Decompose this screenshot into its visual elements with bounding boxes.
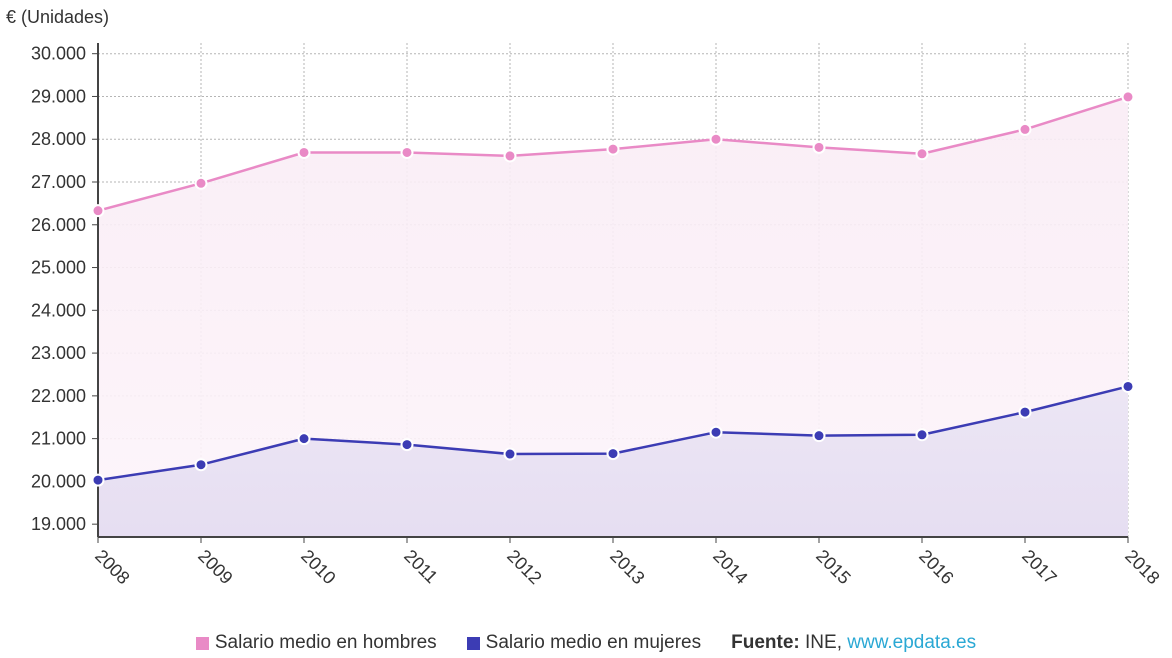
x-tick-label: 2018 — [1121, 546, 1163, 588]
y-tick-label: 29.000 — [31, 86, 86, 106]
x-tick-label: 2009 — [194, 546, 236, 588]
x-tick-label: 2011 — [400, 546, 442, 588]
series-area-0 — [98, 96, 1128, 538]
source-credit: Fuente: INE, www.epdata.es — [731, 632, 976, 654]
data-point[interactable] — [812, 429, 826, 443]
data-point[interactable] — [915, 428, 929, 442]
data-point[interactable] — [91, 204, 105, 218]
y-tick-label: 19.000 — [31, 514, 86, 534]
data-point[interactable] — [503, 149, 517, 163]
y-tick-label: 26.000 — [31, 215, 86, 235]
data-point[interactable] — [194, 176, 208, 190]
x-tick-label: 2012 — [503, 546, 545, 588]
x-tick-label: 2015 — [812, 546, 854, 588]
y-tick-label: 30.000 — [31, 44, 86, 64]
y-tick-label: 27.000 — [31, 172, 86, 192]
legend: Salario medio en hombres Salario medio e… — [0, 628, 1172, 658]
x-tick-label: 2013 — [606, 546, 648, 588]
legend-label-women: Salario medio en mujeres — [485, 632, 702, 653]
data-point[interactable] — [1018, 405, 1032, 419]
y-axis-unit-label: € (Unidades) — [6, 7, 109, 27]
x-tick-label: 2017 — [1018, 546, 1060, 588]
data-point[interactable] — [1121, 379, 1135, 393]
data-point[interactable] — [91, 473, 105, 487]
x-tick-label: 2010 — [297, 546, 339, 588]
source-label: Fuente: — [731, 632, 800, 653]
y-tick-label: 23.000 — [31, 343, 86, 363]
data-point[interactable] — [400, 145, 414, 159]
legend-swatch-women — [466, 636, 480, 650]
y-tick-label: 20.000 — [31, 471, 86, 491]
y-tick-label: 25.000 — [31, 258, 86, 278]
data-point[interactable] — [400, 438, 414, 452]
x-tick-label: 2008 — [91, 546, 133, 588]
legend-item-women[interactable]: Salario medio en mujeres — [466, 632, 702, 654]
x-tick-label: 2016 — [915, 546, 957, 588]
x-tick-label: 2014 — [709, 546, 751, 588]
legend-swatch-men — [195, 636, 209, 650]
y-tick-label: 28.000 — [31, 129, 86, 149]
chart-areas — [98, 96, 1128, 538]
data-point[interactable] — [297, 432, 311, 446]
data-point[interactable] — [297, 145, 311, 159]
data-point[interactable] — [503, 447, 517, 461]
y-tick-label: 21.000 — [31, 429, 86, 449]
source-text: INE, — [805, 632, 842, 653]
data-point[interactable] — [812, 140, 826, 154]
data-point[interactable] — [606, 447, 620, 461]
series-area-1 — [98, 386, 1128, 537]
data-point[interactable] — [709, 425, 723, 439]
data-point[interactable] — [915, 147, 929, 161]
legend-label-men: Salario medio en hombres — [214, 632, 437, 653]
y-tick-label: 22.000 — [31, 386, 86, 406]
y-tick-label: 24.000 — [31, 300, 86, 320]
data-point[interactable] — [1121, 90, 1135, 104]
data-point[interactable] — [1018, 122, 1032, 136]
source-link[interactable]: www.epdata.es — [847, 632, 977, 653]
data-point[interactable] — [194, 458, 208, 472]
chart: 19.000 20.000 21.000 22.000 23.000 24.000 25.0… — [6, 7, 1164, 588]
data-point[interactable] — [606, 142, 620, 156]
axes — [92, 43, 1129, 543]
data-point[interactable] — [709, 132, 723, 146]
legend-item-men[interactable]: Salario medio en hombres — [195, 632, 437, 654]
chart-points — [91, 90, 1135, 487]
